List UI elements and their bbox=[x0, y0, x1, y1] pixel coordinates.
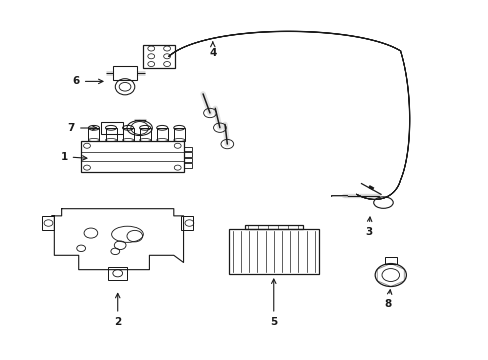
Bar bbox=[140, 128, 150, 141]
Text: 6: 6 bbox=[73, 76, 103, 86]
Text: 4: 4 bbox=[209, 42, 216, 58]
Bar bbox=[384, 257, 396, 264]
Bar bbox=[156, 128, 167, 141]
Text: 3: 3 bbox=[365, 217, 372, 237]
Bar bbox=[183, 152, 192, 157]
Text: 2: 2 bbox=[114, 293, 121, 327]
Text: 5: 5 bbox=[269, 279, 277, 327]
Bar bbox=[173, 128, 184, 141]
Text: 7: 7 bbox=[67, 123, 97, 133]
Bar bbox=[108, 267, 127, 280]
Text: 8: 8 bbox=[384, 290, 391, 309]
Bar bbox=[42, 216, 54, 230]
Bar bbox=[88, 128, 99, 141]
Bar bbox=[183, 147, 192, 151]
Bar bbox=[143, 45, 175, 68]
Bar bbox=[81, 141, 183, 172]
Bar bbox=[183, 163, 192, 168]
Bar bbox=[183, 158, 192, 162]
Bar bbox=[105, 128, 116, 141]
Bar bbox=[101, 122, 122, 134]
Bar bbox=[181, 216, 193, 230]
Bar bbox=[113, 66, 137, 80]
Bar bbox=[244, 225, 302, 229]
Bar bbox=[228, 229, 318, 274]
Text: 1: 1 bbox=[61, 152, 87, 162]
Bar bbox=[122, 128, 133, 141]
